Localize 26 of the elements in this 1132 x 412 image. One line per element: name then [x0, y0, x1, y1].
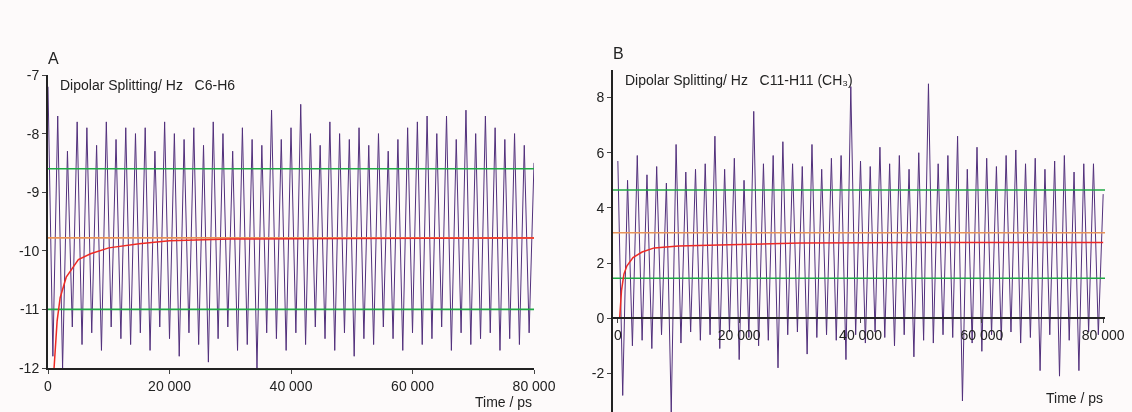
x-axis-title: Time / ps	[475, 394, 533, 410]
x-tick-label: 60 000	[391, 377, 435, 394]
y-tick-label: 8	[596, 89, 605, 106]
y-tick-label: -9	[26, 184, 40, 201]
x-tick-label: 40 000	[269, 377, 313, 394]
y-tick-label: -8	[26, 125, 40, 142]
x-tick-label: 80 000	[512, 377, 556, 394]
x-tick-label: 80 000	[1081, 327, 1125, 344]
chart-title: A	[48, 50, 59, 68]
y-tick-label: -7	[26, 66, 40, 83]
y-tick-label: 6	[596, 144, 605, 161]
y-axis-title: Dipolar Splitting/ Hz C6-H6	[60, 77, 236, 93]
chart-title: B	[613, 45, 624, 63]
x-axis-title: Time / ps	[1046, 390, 1104, 406]
y-tick-label: 2	[596, 254, 605, 271]
y-tick-label: -11	[20, 301, 40, 318]
x-tick-label: 0	[44, 377, 53, 394]
x-tick-label: 20 000	[148, 377, 192, 394]
line-series	[618, 241, 1104, 319]
y-tick-label: -2	[591, 365, 605, 382]
y-tick-label: 0	[596, 310, 605, 327]
y-tick-label: -12	[18, 359, 40, 376]
y-tick-label: -10	[18, 242, 40, 259]
y-axis-title: Dipolar Splitting/ Hz C11-H11 (CH₃)	[625, 72, 853, 88]
line-series	[53, 237, 534, 368]
y-tick-label: 4	[596, 199, 605, 216]
